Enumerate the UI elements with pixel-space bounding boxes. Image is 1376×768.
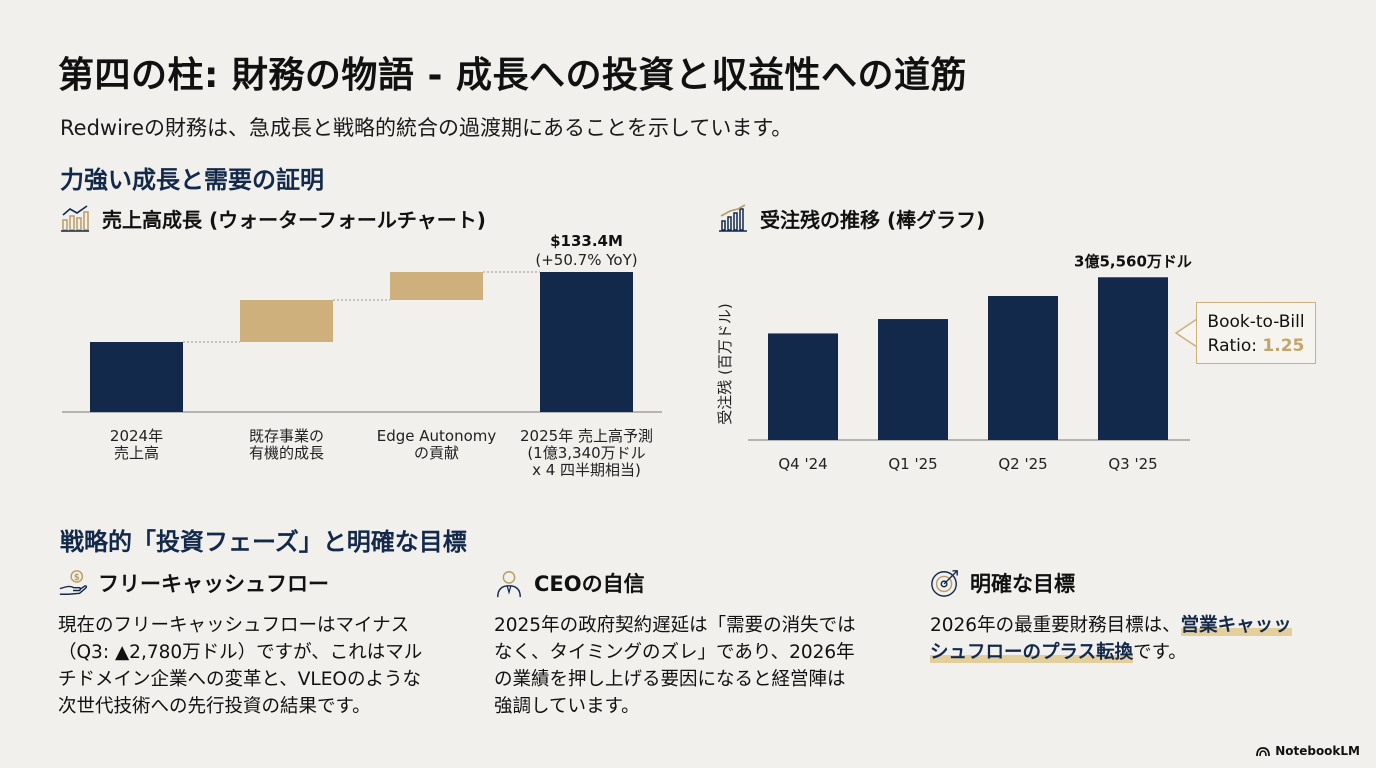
backlog-category-label: Q1 '25 <box>888 455 937 473</box>
fcf-line: チドメイン企業への変革と、VLEOのような <box>58 669 421 690</box>
waterfall-category-label: 有機的成長 <box>249 444 324 462</box>
fcf-body: 現在のフリーキャッシュフローはマイナス （Q3: ▲2,780万ドル）ですが、こ… <box>58 612 422 720</box>
backlog-category-label: Q2 '25 <box>998 455 1047 473</box>
callout-ratio-value: 1.25 <box>1262 336 1305 356</box>
target-text-pre: 2026年の最重要財務目標は、 <box>930 615 1181 636</box>
waterfall-bar <box>390 272 483 300</box>
backlog-value-label: 3億5,560万ドル <box>1074 252 1192 270</box>
waterfall-category-label: 既存事業の <box>249 427 324 445</box>
backlog-category-label: Q4 '24 <box>778 455 827 473</box>
backlog-bar <box>768 333 838 440</box>
callout-line1: Book-to-Bill <box>1207 312 1305 332</box>
target-highlight: シュフローのプラス転換 <box>930 642 1134 663</box>
backlog-chart: 受注残 (百万ドル) Q4 '24 Q1 '25 Q2 '25 Q3 '25 3億5,56… <box>716 252 1192 473</box>
waterfall-category-label: 2025年 売上高予測 <box>520 427 653 445</box>
ceo-body: 2025年の政府契約遅延は「需要の消失では なく、タイミングのズレ」であり、20… <box>494 612 856 720</box>
page-subtitle: Redwireの財務は、急成長と戦略的統合の過渡期にあることを示しています。 <box>60 116 793 140</box>
backlog-y-axis-label: 受注残 (百万ドル) <box>716 303 734 424</box>
waterfall-category-label: (1億3,340万ドル <box>527 444 645 462</box>
waterfall-category-label: Edge Autonomy <box>377 427 497 445</box>
fcf-line: 次世代技術への先行投資の結果です。 <box>58 696 371 717</box>
fcf-line: （Q3: ▲2,780万ドル）ですが、これはマル <box>58 642 423 663</box>
fcf-line: 現在のフリーキャッシュフローはマイナス <box>58 615 410 636</box>
target-icon <box>931 570 958 597</box>
notebooklm-logo-icon <box>1256 746 1271 756</box>
waterfall-category-label: 2024年 <box>110 427 163 445</box>
waterfall-category-label: 売上高 <box>114 444 159 462</box>
person-icon <box>497 571 521 598</box>
backlog-bar <box>1098 277 1168 440</box>
hand-coin-icon: $ <box>59 570 88 595</box>
target-line: 2026年の最重要財務目標は、営業キャッッ <box>930 612 1330 639</box>
callout-pointer <box>1174 318 1198 348</box>
waterfall-bar <box>240 300 333 342</box>
waterfall-total-label: $133.4M <box>550 232 623 250</box>
fcf-heading-text: フリーキャッシュフロー <box>98 572 329 596</box>
book-to-bill-callout: Book-to-Bill Ratio: 1.25 <box>1196 302 1316 364</box>
backlog-category-label: Q3 '25 <box>1108 455 1157 473</box>
ceo-heading-text: CEOの自信 <box>534 572 645 596</box>
ceo-line: 2025年の政府契約遅延は「需要の消失では <box>494 615 856 636</box>
notebooklm-brand: NotebookLM <box>1256 744 1360 758</box>
target-highlight: 営業キャッッ <box>1180 615 1292 636</box>
waterfall-category-label: x 4 四半期相当) <box>532 461 641 479</box>
backlog-chart-title: 受注残の推移 (棒グラフ) <box>718 203 985 233</box>
waterfall-bar <box>90 342 183 412</box>
brand-text: NotebookLM <box>1275 744 1360 758</box>
target-heading-text: 明確な目標 <box>970 572 1075 596</box>
page-title: 第四の柱: 財務の物語 - 成長への投資と収益性への道筋 <box>58 55 967 96</box>
bar-chart-icon <box>719 204 747 232</box>
target-body: 2026年の最重要財務目標は、営業キャッッ シュフローのプラス転換です。 <box>930 612 1330 666</box>
target-text-post: です。 <box>1133 642 1187 663</box>
backlog-bar <box>988 296 1058 440</box>
callout-line2: Ratio: 1.25 <box>1197 334 1315 358</box>
waterfall-chart-title-text: 売上高成長 (ウォーターフォールチャート) <box>102 207 486 232</box>
ceo-line: の業績を押し上げる要因になると経営陣は <box>494 669 846 690</box>
svg-text:$: $ <box>74 572 80 582</box>
fcf-heading: $ フリーキャッシュフロー <box>58 568 329 598</box>
backlog-chart-title-text: 受注残の推移 (棒グラフ) <box>760 207 986 232</box>
backlog-bar <box>878 319 948 440</box>
section-heading-investment: 戦略的「投資フェーズ」と明確な目標 <box>60 528 467 556</box>
waterfall-yoy-label: (+50.7% YoY) <box>535 251 637 269</box>
waterfall-category-label: の貢献 <box>414 444 459 462</box>
ceo-line: 強調しています。 <box>494 696 640 717</box>
growth-chart-icon <box>61 205 89 232</box>
section-heading-growth: 力強い成長と需要の証明 <box>60 166 324 194</box>
waterfall-chart-title: 売上高成長 (ウォーターフォールチャート) <box>60 203 486 233</box>
ceo-heading: CEOの自信 <box>494 568 645 598</box>
target-heading: 明確な目標 <box>930 568 1075 598</box>
ceo-line: なく、タイミングのズレ」であり、2026年 <box>494 642 855 663</box>
waterfall-bar <box>540 272 633 412</box>
callout-ratio-label: Ratio: <box>1207 336 1263 356</box>
target-line: シュフローのプラス転換です。 <box>930 639 1330 666</box>
